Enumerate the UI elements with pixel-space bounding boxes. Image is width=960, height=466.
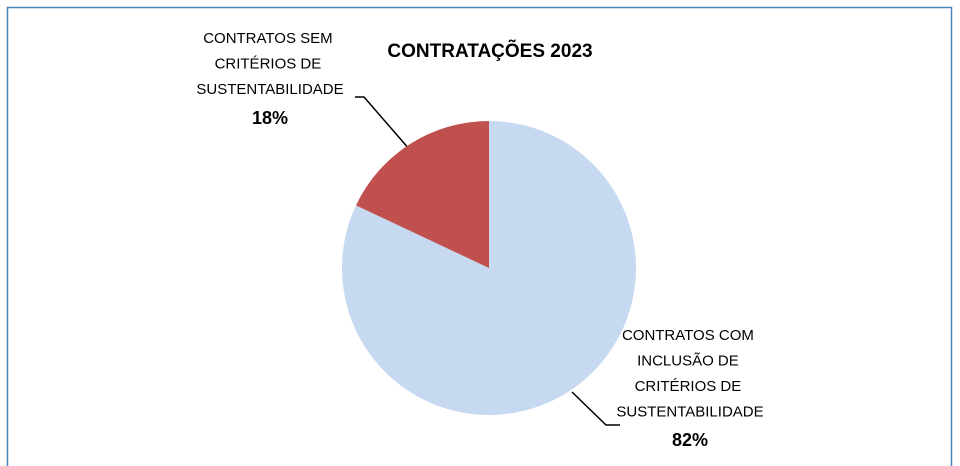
chart-title: CONTRATAÇÕES 2023 <box>387 40 592 62</box>
pie-slice <box>342 121 636 415</box>
leader-line <box>355 96 411 151</box>
pie-slice <box>355 121 489 268</box>
leader-line <box>571 391 620 426</box>
slice-value-label: 82% <box>672 430 708 450</box>
slice-label: CONTRATOS COM INCLUSÃO DE CRITÉRIOS DE S… <box>616 327 763 421</box>
slice-value-label: 18% <box>252 108 288 128</box>
slice-label: CONTRATOS SEM CRITÉRIOS DE SUSTENTABILID… <box>196 30 343 98</box>
